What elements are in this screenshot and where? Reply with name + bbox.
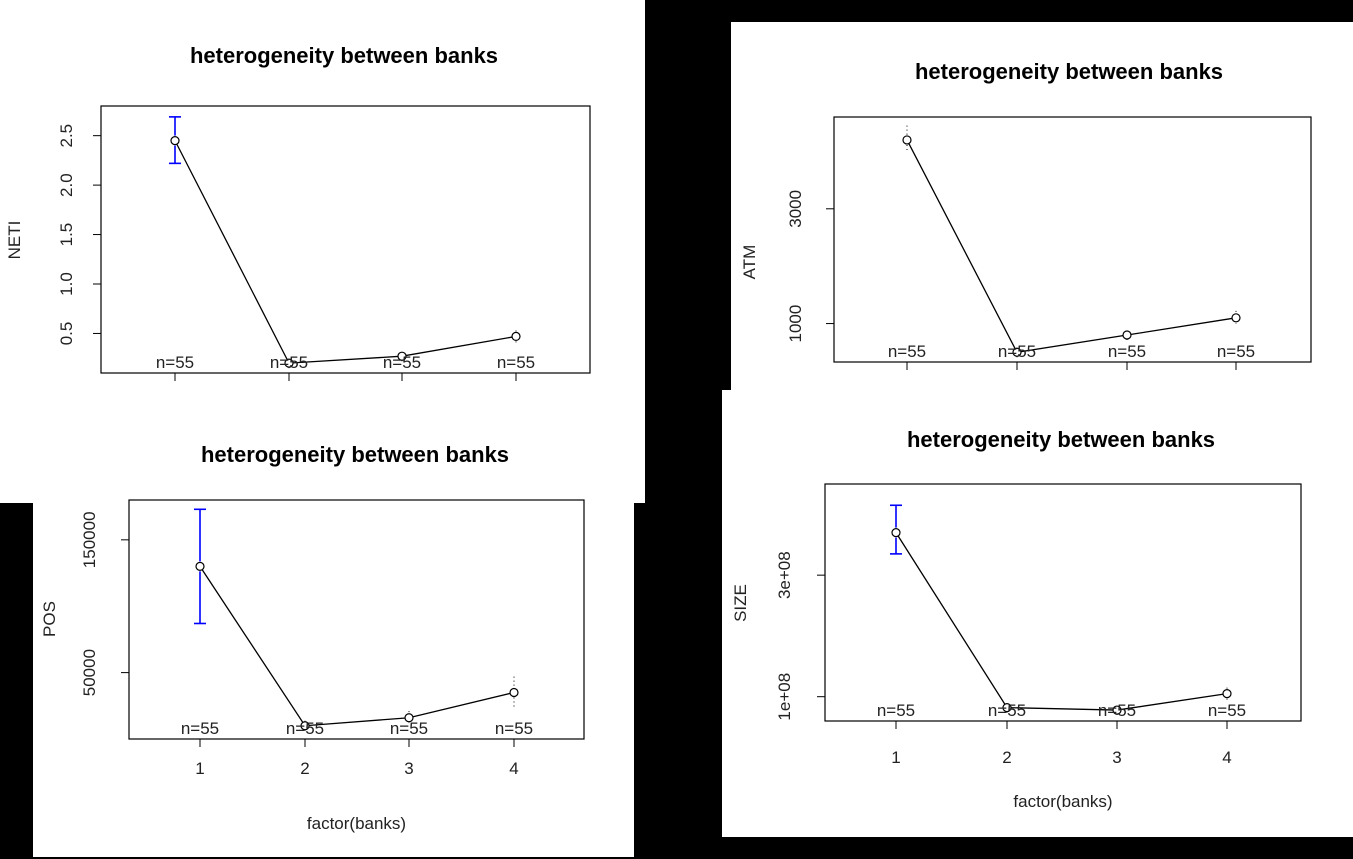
x-tick-label: 1 bbox=[195, 759, 204, 778]
x-axis-label: factor(banks) bbox=[1013, 792, 1112, 811]
series-line bbox=[906, 139, 1237, 353]
data-point bbox=[284, 358, 294, 368]
n-label: n=55 bbox=[383, 353, 421, 372]
y-tick-label: 0.5 bbox=[57, 322, 76, 346]
y-axis-label: ATM bbox=[740, 245, 759, 280]
chart-title: heterogeneity between banks bbox=[190, 43, 498, 68]
chart-size: heterogeneity between banks 1e+08 3e+08 SIZ… bbox=[731, 427, 1302, 811]
x-tick-label: 3 bbox=[1112, 748, 1121, 767]
plot-area bbox=[833, 116, 1312, 363]
data-point bbox=[902, 135, 912, 145]
n-label: n=55 bbox=[1208, 701, 1246, 720]
series-line bbox=[174, 140, 517, 364]
y-tick-label: 1.0 bbox=[57, 272, 76, 296]
plot-area bbox=[824, 483, 1302, 722]
chart-title: heterogeneity between banks bbox=[907, 427, 1215, 452]
data-point bbox=[891, 528, 901, 538]
chart-title: heterogeneity between banks bbox=[915, 59, 1223, 84]
series-line bbox=[199, 566, 515, 727]
n-label: n=55 bbox=[156, 353, 194, 372]
chart-panel-atm: heterogeneity between banks 1000 3000 ATM n=… bbox=[731, 22, 1353, 390]
x-axis-label: factor(banks) bbox=[307, 814, 406, 833]
n-label: n=55 bbox=[988, 701, 1026, 720]
data-point bbox=[195, 561, 205, 571]
chart-panel-size: heterogeneity between banks 1e+08 3e+08 SIZ… bbox=[722, 390, 1353, 837]
y-tick-label: 2.0 bbox=[57, 173, 76, 197]
y-axis-label: NETI bbox=[5, 221, 24, 260]
data-point bbox=[300, 721, 310, 731]
y-tick-label: 3000 bbox=[786, 190, 805, 228]
data-point bbox=[1231, 313, 1241, 323]
data-point bbox=[1122, 330, 1132, 340]
plot-area bbox=[100, 105, 591, 374]
n-label: n=55 bbox=[286, 719, 324, 738]
data-point bbox=[397, 351, 407, 361]
n-label: n=55 bbox=[390, 719, 428, 738]
n-label: n=55 bbox=[497, 353, 535, 372]
data-point bbox=[1012, 347, 1022, 357]
x-tick-label: 1 bbox=[891, 748, 900, 767]
error-bar bbox=[194, 508, 206, 625]
x-tick-label: 4 bbox=[509, 759, 518, 778]
n-label: n=55 bbox=[1098, 701, 1136, 720]
chart-neti: heterogeneity between banks 0.5 1.0 1.5 2.0 2… bbox=[5, 43, 591, 381]
n-label: n=55 bbox=[270, 353, 308, 372]
y-tick-label: 2.5 bbox=[57, 124, 76, 148]
y-axis-label: SIZE bbox=[731, 584, 750, 622]
chart-atm: heterogeneity between banks 1000 3000 ATM n=… bbox=[740, 59, 1312, 370]
y-axis-label: POS bbox=[40, 601, 59, 637]
n-label: n=55 bbox=[998, 342, 1036, 361]
y-tick-label: 3e+08 bbox=[775, 551, 794, 599]
x-tick-label: 2 bbox=[1002, 748, 1011, 767]
x-tick-label: 2 bbox=[300, 759, 309, 778]
plot-area bbox=[128, 499, 585, 740]
n-label: n=55 bbox=[181, 719, 219, 738]
n-label: n=55 bbox=[1108, 342, 1146, 361]
error-bar bbox=[890, 504, 902, 555]
chart-pos: heterogeneity between banks 50000 150000 PO… bbox=[40, 442, 585, 833]
data-point bbox=[1002, 703, 1012, 713]
y-tick-label: 1000 bbox=[786, 305, 805, 343]
x-tick-label: 4 bbox=[1222, 748, 1231, 767]
data-point bbox=[404, 713, 414, 723]
data-point bbox=[170, 136, 180, 146]
y-tick-label: 1.5 bbox=[57, 223, 76, 247]
chart-title: heterogeneity between banks bbox=[201, 442, 509, 467]
n-label: n=55 bbox=[877, 701, 915, 720]
data-point bbox=[509, 687, 519, 698]
n-label: n=55 bbox=[888, 342, 926, 361]
y-tick-label: 50000 bbox=[80, 649, 99, 696]
error-bar bbox=[169, 116, 181, 165]
data-point bbox=[1112, 705, 1122, 715]
n-label: n=55 bbox=[1217, 342, 1255, 361]
data-point bbox=[511, 331, 521, 342]
y-tick-label: 1e+08 bbox=[775, 673, 794, 721]
y-tick-label: 150000 bbox=[80, 511, 99, 568]
x-tick-label: 3 bbox=[404, 759, 413, 778]
series-line bbox=[895, 532, 1228, 711]
n-label: n=55 bbox=[495, 719, 533, 738]
chart-panel-pos: heterogeneity between banks 50000 150000 PO… bbox=[33, 405, 634, 857]
data-point bbox=[1222, 689, 1232, 699]
